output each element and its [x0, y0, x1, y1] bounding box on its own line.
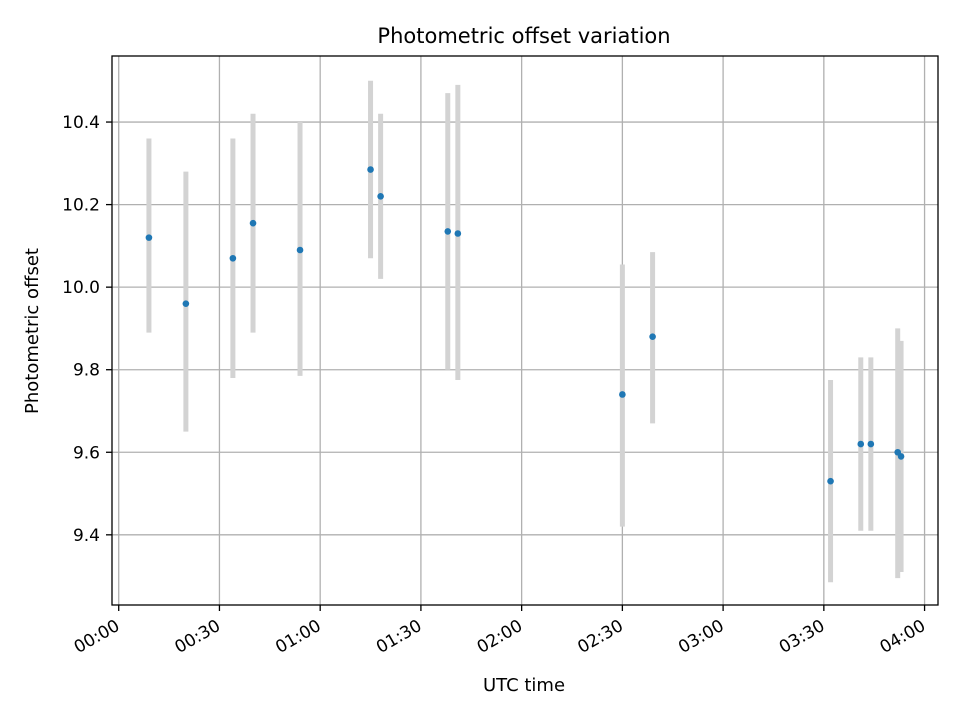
data-point: [229, 254, 237, 262]
data-point: [649, 333, 656, 340]
data-point: [182, 300, 190, 307]
data-point: [296, 246, 304, 254]
data-point: [897, 453, 905, 460]
data-point: [454, 230, 462, 237]
plot-area-frame: [111, 55, 939, 606]
data-point: [377, 193, 384, 200]
data-point: [867, 440, 875, 448]
data-point: [619, 391, 626, 398]
data-point: [367, 166, 374, 173]
data-point: [145, 234, 153, 241]
data-point: [249, 219, 257, 227]
y-axis-ticks: 9.4 9.6 9.8 10.0 10.2 10.4: [62, 113, 112, 546]
y-tick-label: 9.4: [73, 526, 100, 546]
y-tick-label: 10.4: [62, 113, 100, 133]
x-axis-title: UTC time: [483, 675, 565, 696]
data-point: [857, 440, 865, 448]
y-tick-label: 9.6: [73, 443, 100, 463]
y-axis-title: Photometric offset: [22, 248, 43, 414]
y-tick-label: 9.8: [73, 361, 100, 381]
data-point: [827, 477, 834, 485]
chart-title: Photometric offset variation: [377, 24, 670, 48]
data-point: [444, 228, 452, 235]
data-points: [145, 166, 905, 485]
y-tick-label: 10.0: [62, 278, 100, 298]
y-tick-label: 10.2: [62, 196, 100, 216]
